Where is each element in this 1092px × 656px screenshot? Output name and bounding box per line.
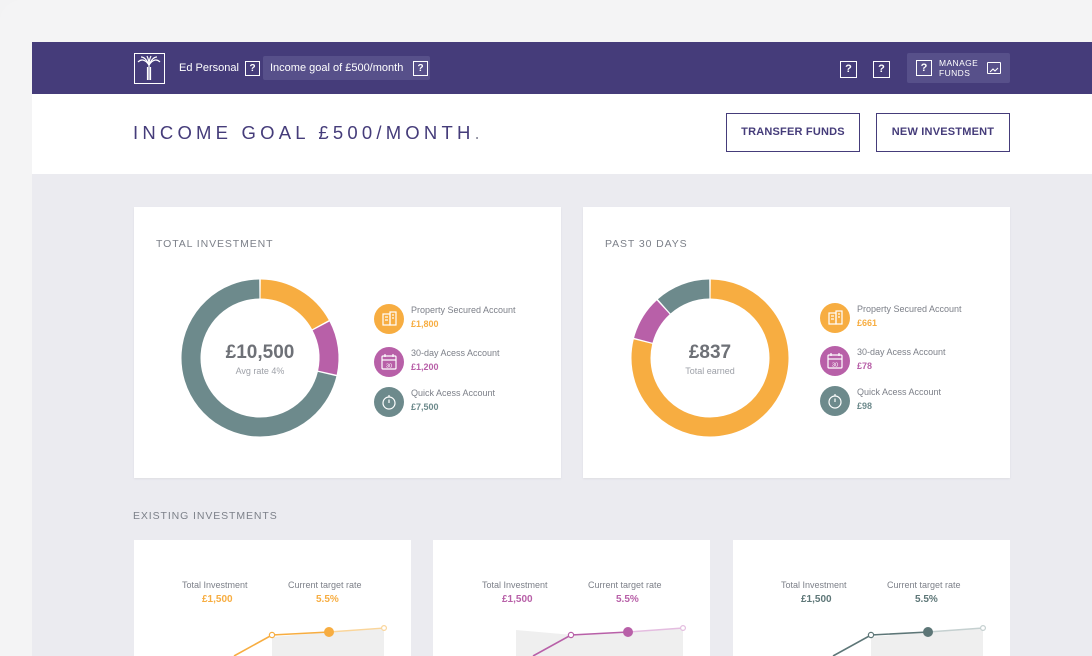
legend-name: 30-day Acess Account: [411, 348, 500, 358]
svg-text:30: 30: [832, 363, 838, 369]
page-title-text: INCOME GOAL £500/MONTH: [133, 122, 475, 143]
investment-sparkline: [516, 624, 687, 656]
building-icon: [374, 304, 404, 334]
donut-segment-property-secured-account: [631, 279, 789, 437]
donut-segment-quick-acess-account: [657, 279, 710, 314]
legend-name: Quick Acess Account: [411, 388, 496, 398]
legend-item-quick[interactable]: Quick Acess Account £98: [820, 386, 990, 418]
target-rate-value: 5.5%: [616, 594, 639, 605]
legend-name: Property Secured Account: [857, 304, 962, 314]
legend-name: 30-day Acess Account: [857, 347, 946, 357]
total-investment-label: Total Investment: [482, 580, 548, 590]
legend-item-property[interactable]: Property Secured Account £1,800: [374, 304, 544, 336]
legend-amount: £1,200: [411, 362, 439, 372]
legend-amount: £7,500: [411, 402, 439, 412]
legend-item-30-day[interactable]: 30 30-day Acess Account £78: [820, 346, 990, 378]
calendar-icon: 30: [374, 347, 404, 377]
top-navigation-bar: Ed Personal ? Income goal of £500/month …: [32, 42, 1092, 94]
legend-amount: £78: [857, 361, 873, 371]
help-icon[interactable]: ?: [245, 61, 260, 76]
investment-sparkline: [233, 624, 388, 656]
card-title: TOTAL INVESTMENT: [156, 238, 274, 250]
transfer-funds-button[interactable]: TRANSFER FUNDS: [726, 113, 860, 152]
past-30-days-donut-chart: [631, 279, 789, 437]
total-investment-value: £10,500: [225, 342, 295, 363]
legend-amount: £661: [857, 318, 878, 328]
stopwatch-icon: [374, 387, 404, 417]
help-icon: ?: [916, 60, 932, 76]
page-title: INCOME GOAL £500/MONTH.: [133, 122, 484, 144]
investment-card[interactable]: Total Investment £1,500 Current target r…: [433, 540, 710, 656]
new-investment-button[interactable]: NEW INVESTMENT: [876, 113, 1010, 152]
help-icon[interactable]: ?: [873, 61, 890, 78]
title-dot: .: [474, 122, 484, 143]
legend-amount: £1,800: [411, 319, 439, 329]
legend-item-quick[interactable]: Quick Acess Account £7,500: [374, 387, 544, 419]
target-rate-value: 5.5%: [915, 594, 938, 605]
help-icon[interactable]: ?: [840, 61, 857, 78]
total-investment-value: £1,500: [502, 594, 533, 605]
total-investment-value: £1,500: [202, 594, 233, 605]
page-header: INCOME GOAL £500/MONTH. TRANSFER FUNDS N…: [32, 94, 1092, 174]
legend-name: Quick Acess Account: [857, 387, 942, 397]
manage-funds-label: MANAGE FUNDS: [939, 58, 979, 78]
section-title: EXISTING INVESTMENTS: [133, 510, 278, 522]
swap-icon: [987, 62, 1001, 74]
donut-segment-30-day-acess-account: [312, 321, 339, 375]
total-investment-value: £1,500: [801, 594, 832, 605]
average-rate: Avg rate 4%: [235, 366, 285, 376]
total-investment-label: Total Investment: [182, 580, 248, 590]
donut-segment-property-secured-account: [260, 279, 329, 330]
investment-card[interactable]: Total Investment £1,500 Current target r…: [733, 540, 1010, 656]
legend-item-30-day[interactable]: 30 30-day Acess Account £1,200: [374, 347, 544, 379]
palm-logo-icon[interactable]: [134, 53, 165, 84]
donut-segment-quick-acess-account: [181, 279, 337, 437]
manage-funds-button[interactable]: ? MANAGE FUNDS: [907, 53, 1010, 83]
past-30-days-card: PAST 30 DAYS £837 Total earned Property …: [583, 207, 1010, 478]
total-investment-donut-chart: [181, 279, 339, 437]
account-name[interactable]: Ed Personal: [179, 62, 239, 74]
stopwatch-icon: [820, 386, 850, 416]
legend-item-property[interactable]: Property Secured Account £661: [820, 303, 990, 335]
help-icon[interactable]: ?: [413, 61, 428, 76]
card-title: PAST 30 DAYS: [605, 238, 688, 250]
app-window: Ed Personal ? Income goal of £500/month …: [32, 42, 1092, 656]
goal-selector[interactable]: Income goal of £500/month ?: [263, 56, 430, 80]
building-icon: [820, 303, 850, 333]
target-rate-label: Current target rate: [588, 580, 662, 590]
legend-name: Property Secured Account: [411, 305, 516, 315]
investment-card[interactable]: Total Investment £1,500 Current target r…: [134, 540, 411, 656]
total-earned-label: Total earned: [685, 366, 735, 376]
target-rate-label: Current target rate: [887, 580, 961, 590]
investment-sparkline: [832, 624, 987, 656]
target-rate-label: Current target rate: [288, 580, 362, 590]
target-rate-value: 5.5%: [316, 594, 339, 605]
svg-text:30: 30: [386, 364, 392, 370]
total-investment-label: Total Investment: [781, 580, 847, 590]
total-earned-value: £837: [688, 342, 732, 363]
calendar-icon: 30: [820, 346, 850, 376]
total-investment-card: TOTAL INVESTMENT £10,500 Avg rate 4% Pro…: [134, 207, 561, 478]
legend-amount: £98: [857, 401, 873, 411]
donut-segment-30-day-acess-account: [634, 300, 670, 344]
goal-label: Income goal of £500/month: [270, 62, 404, 74]
